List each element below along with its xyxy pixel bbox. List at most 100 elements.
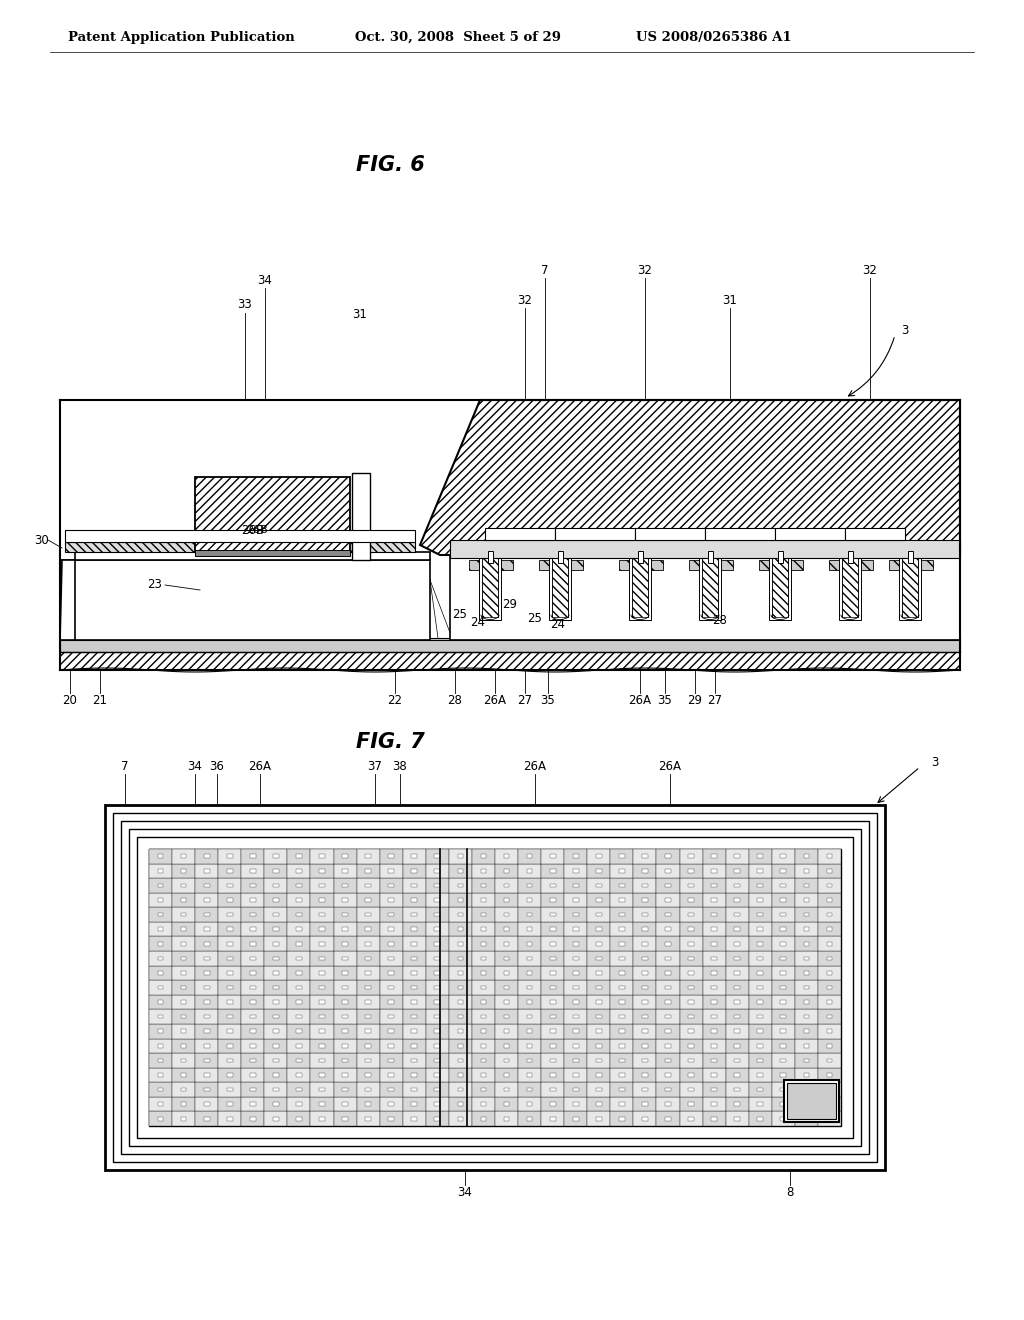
Bar [818,1111,841,1126]
Bar [334,863,356,878]
Bar [795,1024,818,1039]
Bar [242,878,264,892]
Bar [495,892,518,907]
Bar [526,869,532,873]
Bar [402,1068,426,1082]
Bar [264,1053,288,1068]
Bar [472,1097,495,1111]
Bar [634,936,656,950]
Bar [780,869,786,873]
Bar [273,1015,279,1019]
Bar [218,1024,242,1039]
Bar [480,1059,486,1063]
Bar [634,1010,656,1024]
Bar [712,957,717,960]
Bar [250,1117,256,1121]
Text: 26A: 26A [629,693,651,706]
Bar [150,863,172,878]
Bar [785,560,803,570]
Bar [388,854,394,858]
Bar [634,1111,656,1126]
Bar [638,550,643,564]
Bar [480,1088,486,1092]
Bar [680,1082,702,1097]
Bar [426,1024,449,1039]
Bar [356,1082,380,1097]
Bar [526,1117,532,1121]
Bar [242,1111,264,1126]
Bar [356,1039,380,1053]
Bar [472,849,495,863]
Bar [610,1082,634,1097]
Bar [356,892,380,907]
Bar [564,966,588,981]
Bar [310,1024,334,1039]
Bar [388,972,394,974]
Bar [564,892,588,907]
Text: 27: 27 [517,693,532,706]
Bar [273,986,279,989]
Bar [196,892,218,907]
Bar [656,950,680,966]
Bar [526,986,532,989]
Bar [596,913,602,916]
Bar [310,921,334,936]
Bar [758,913,763,916]
Bar [688,928,694,931]
Bar [588,1068,610,1082]
Bar [634,863,656,878]
Bar [380,907,402,921]
Bar [434,928,440,931]
Bar [564,950,588,966]
Bar [204,1044,210,1048]
Bar [749,1111,772,1126]
Bar [680,1097,702,1111]
Bar [518,1111,541,1126]
Bar [564,1082,588,1097]
Bar [342,1059,348,1063]
Bar [412,986,417,989]
Bar [449,1097,472,1111]
Bar [588,995,610,1010]
Bar [518,995,541,1010]
Bar [818,1053,841,1068]
Bar [772,1024,795,1039]
Bar [250,1015,256,1019]
Bar [666,913,671,916]
Bar [642,1117,648,1121]
Bar [550,1073,556,1077]
Text: 22: 22 [387,693,402,706]
Bar [480,1073,486,1077]
Bar [250,1030,256,1034]
Bar [550,1088,556,1092]
Bar [204,1102,210,1106]
Bar [366,928,371,931]
Bar [915,560,933,570]
Bar [680,907,702,921]
Bar [180,942,186,945]
Bar [449,907,472,921]
Bar [495,950,518,966]
Text: Oct. 30, 2008  Sheet 5 of 29: Oct. 30, 2008 Sheet 5 of 29 [355,30,561,44]
Bar [842,558,858,616]
Bar [426,878,449,892]
Bar [310,1111,334,1126]
Bar [804,928,809,931]
Bar [749,995,772,1010]
Bar [388,957,394,960]
Bar [180,898,186,902]
Bar [618,883,625,887]
Bar [402,892,426,907]
Bar [334,981,356,995]
Bar [227,898,232,902]
Bar [319,957,325,960]
Bar [426,1039,449,1053]
Bar [458,883,463,887]
Bar [780,957,786,960]
Bar [734,1088,740,1092]
Bar [480,1001,486,1005]
Bar [804,898,809,902]
Bar [366,898,371,902]
Bar [702,921,726,936]
Bar [288,1053,310,1068]
